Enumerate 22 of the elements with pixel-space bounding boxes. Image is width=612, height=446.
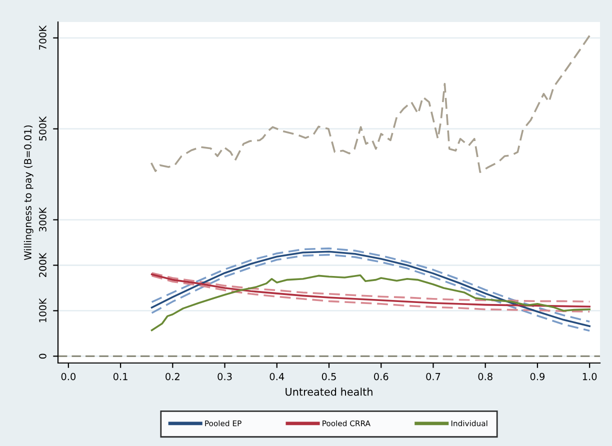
x-tick-label: 1.0: [582, 372, 597, 380]
x-tick-label: 0.0: [61, 372, 76, 380]
x-tick-label: 0.7: [426, 372, 440, 380]
line-series: [150, 274, 590, 332]
x-tick-label: 0.5: [322, 372, 336, 380]
line-series: [150, 274, 590, 313]
x-tick-label: 0.3: [218, 372, 232, 380]
x-tick-label: 0.6: [374, 372, 388, 380]
x-axis-title: Untreated health: [286, 388, 372, 396]
y-tick-label: 500K: [39, 116, 46, 141]
x-tick-label: 0.2: [166, 372, 180, 380]
y-axis-title: Willingness to pay (B=0.01): [24, 125, 34, 260]
y-tick-label: 300K: [39, 207, 46, 232]
x-tick-label: 0.4: [270, 372, 284, 380]
x-tick-label: 0.9: [530, 372, 545, 380]
y-tick-label: 700K: [39, 25, 46, 50]
y-tick-label: 200K: [39, 252, 46, 277]
x-tick-label: 0.8: [478, 372, 492, 380]
line-series: [150, 34, 590, 173]
x-tick-label: 0.1: [113, 372, 128, 380]
y-tick-label: 0: [39, 354, 46, 359]
y-tick-label: 100K: [39, 298, 46, 322]
